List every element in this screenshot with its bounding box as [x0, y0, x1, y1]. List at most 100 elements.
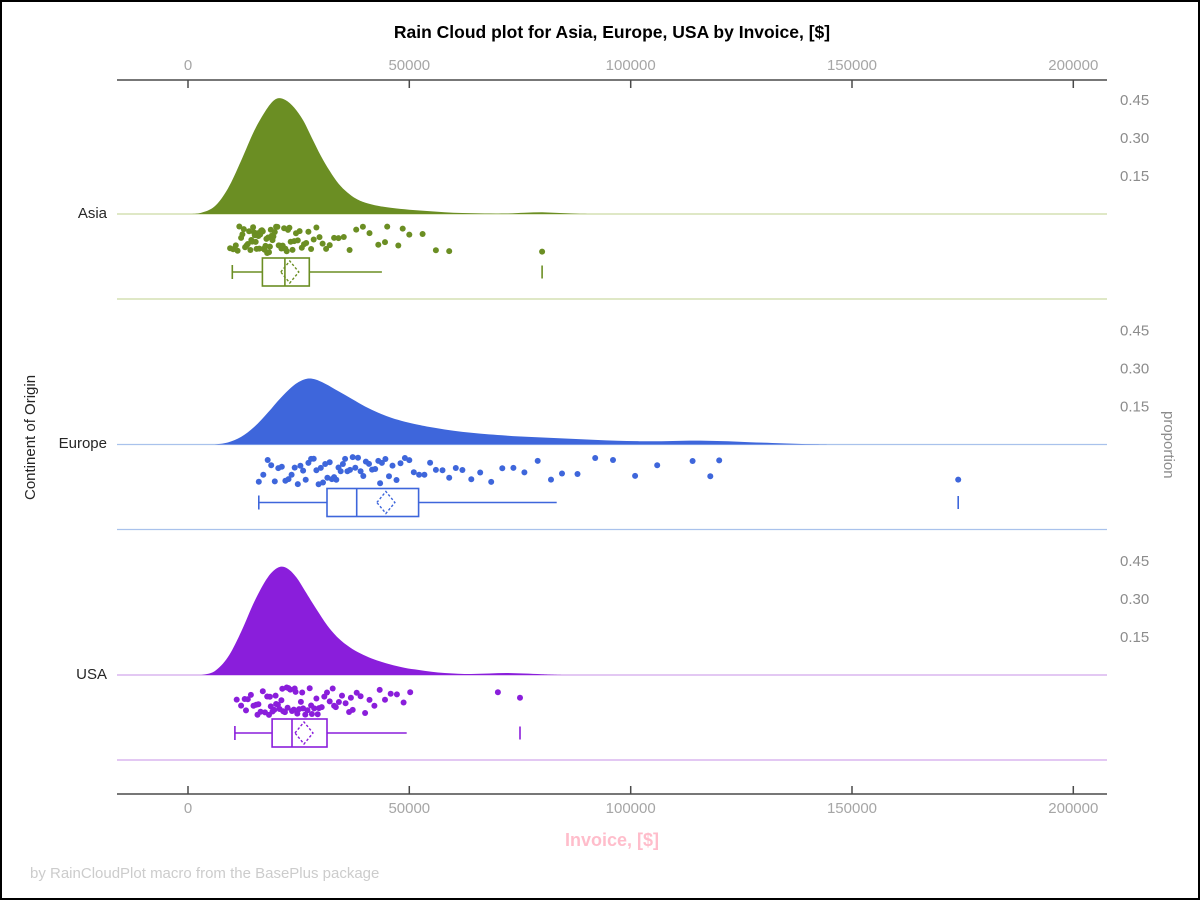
rain-dot-usa	[357, 693, 364, 700]
rain-dot-usa	[306, 685, 313, 692]
rain-dot-europe	[654, 462, 661, 469]
rain-dot-asia	[305, 228, 312, 235]
rain-dot-europe	[716, 457, 723, 464]
rain-dot-asia	[419, 231, 426, 237]
rain-dot-usa	[233, 696, 240, 703]
rain-dot-asia	[323, 245, 330, 252]
rain-dot-usa	[335, 699, 342, 705]
rain-dot-asia	[244, 241, 251, 247]
rain-dot-europe	[300, 467, 307, 474]
rain-dot-asia	[252, 238, 259, 245]
rain-dot-europe	[310, 455, 317, 462]
rain-dot-europe	[452, 465, 459, 471]
rain-dot-europe	[285, 476, 292, 483]
rain-dot-europe	[477, 469, 484, 476]
rain-dot-usa	[329, 685, 336, 692]
rain-dot-asia	[270, 233, 277, 240]
rain-dot-asia	[308, 246, 315, 252]
rain-dot-asia	[259, 228, 266, 235]
rain-dot-usa	[326, 698, 333, 705]
rain-dot-asia	[232, 242, 239, 249]
rain-dot-europe	[955, 476, 962, 483]
rain-dot-asia	[289, 246, 296, 253]
rain-dot-asia	[432, 247, 439, 254]
bottom-axis-tick-label: 150000	[827, 800, 877, 817]
rain-dot-europe	[372, 466, 379, 472]
proportion-tick-label-asia: 0.45	[1120, 92, 1149, 109]
rain-dot-europe	[324, 474, 331, 481]
rain-dot-europe	[297, 462, 304, 469]
rain-dot-usa	[353, 689, 360, 696]
density-area-europe	[214, 378, 839, 445]
rain-dot-asia	[239, 231, 246, 238]
rain-dot-usa	[259, 688, 266, 695]
rain-dot-asia	[303, 240, 310, 246]
top-axis-tick-label: 150000	[827, 57, 877, 74]
rain-dot-usa	[244, 696, 251, 703]
rain-dot-asia	[271, 229, 278, 235]
bottom-axis-tick-label: 50000	[388, 800, 430, 817]
rain-dot-europe	[349, 454, 356, 461]
rain-dot-europe	[521, 469, 528, 476]
proportion-axis-label: proportion	[1160, 411, 1177, 479]
rain-dot-asia	[375, 241, 382, 248]
density-area-usa	[201, 566, 565, 675]
rain-dot-asia	[250, 224, 257, 231]
rain-dot-usa	[371, 702, 378, 709]
rain-dot-asia	[346, 247, 353, 253]
rain-dot-usa	[255, 701, 262, 708]
rain-dot-usa	[308, 711, 315, 717]
rain-dot-asia	[286, 224, 293, 231]
rain-dot-europe	[366, 460, 372, 467]
rain-dot-europe	[427, 459, 434, 466]
rain-dot-europe	[389, 462, 396, 469]
rain-dot-europe	[446, 474, 453, 481]
rain-dot-europe	[416, 471, 423, 478]
rain-dot-usa	[314, 711, 321, 718]
rain-dot-usa	[366, 696, 373, 703]
rain-dot-asia	[256, 245, 263, 252]
rain-dot-europe	[499, 465, 506, 472]
rain-dot-usa	[272, 692, 279, 699]
rain-dot-europe	[352, 464, 359, 471]
proportion-tick-label-europe: 0.15	[1120, 399, 1149, 416]
rain-dot-asia	[319, 240, 326, 247]
mean-diamond-asia	[279, 259, 300, 285]
rain-dot-usa	[247, 691, 254, 698]
rain-dot-asia	[247, 247, 254, 253]
rain-dot-europe	[360, 473, 367, 479]
rain-dot-usa	[281, 709, 288, 716]
rain-dot-usa	[347, 694, 354, 701]
proportion-tick-label-asia: 0.30	[1120, 130, 1149, 147]
rain-dot-europe	[294, 481, 301, 488]
rain-dot-europe	[378, 459, 385, 466]
rain-dot-asia	[384, 223, 391, 230]
proportion-tick-label-europe: 0.30	[1120, 361, 1149, 378]
rain-dot-europe	[339, 461, 346, 467]
rain-dot-europe	[377, 480, 384, 487]
rain-dot-europe	[337, 468, 344, 475]
rain-dot-asia	[353, 226, 360, 233]
rain-dot-usa	[318, 704, 325, 711]
rain-dot-europe	[548, 476, 554, 483]
rain-dot-usa	[243, 707, 249, 714]
rain-dot-asia	[234, 247, 241, 254]
chart-title: Rain Cloud plot for Asia, Europe, USA by…	[393, 22, 831, 42]
rain-dot-asia	[395, 242, 402, 249]
rain-dot-asia	[399, 225, 406, 232]
rain-dot-europe	[320, 479, 326, 486]
bottom-axis-tick-label: 100000	[606, 800, 656, 817]
rain-dot-asia	[382, 239, 388, 246]
rain-dot-europe	[271, 478, 278, 485]
rain-dot-europe	[382, 456, 389, 462]
rain-dot-usa	[266, 693, 273, 700]
rain-dot-europe	[268, 462, 275, 469]
rain-dot-usa	[290, 706, 297, 713]
rain-dot-europe	[488, 478, 495, 485]
rain-dot-europe	[302, 476, 309, 483]
rain-dot-asia	[406, 231, 413, 238]
rain-dot-usa	[294, 710, 301, 717]
rain-dot-asia	[539, 248, 546, 255]
rain-dot-europe	[689, 458, 696, 464]
rain-dot-europe	[288, 471, 295, 478]
